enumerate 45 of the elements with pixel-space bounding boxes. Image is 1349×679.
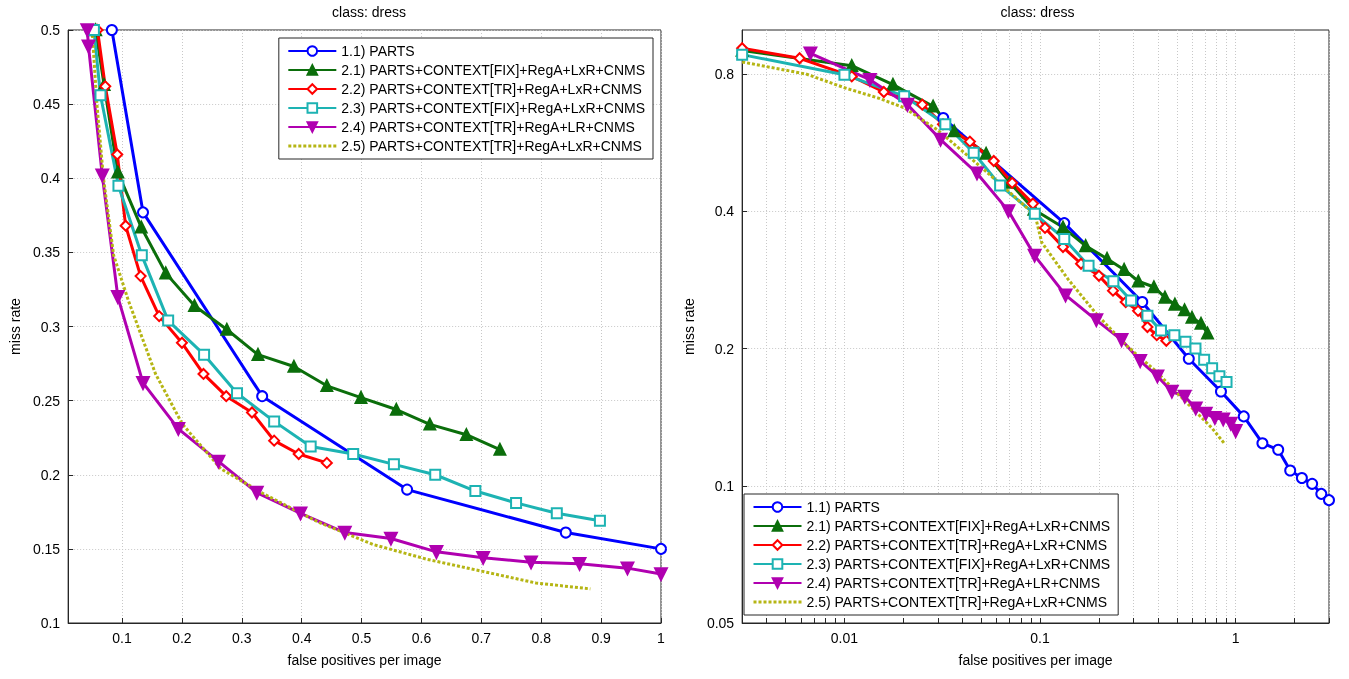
legend-label: 1.1) PARTS: [341, 43, 415, 59]
legend-label: 2.1) PARTS+CONTEXT[FIX]+RegA+LxR+CNMS: [806, 518, 1111, 534]
y-tick-label: 0.1: [40, 615, 61, 631]
x-tick-label: 0.3: [232, 630, 252, 646]
x-tick-label: 0.2: [172, 630, 192, 646]
y-tick-label: 0.2: [40, 466, 61, 483]
y-tick-label: 0.35: [32, 244, 61, 261]
x-tick-label: 1: [1231, 630, 1240, 646]
y-tick-label: 0.25: [32, 392, 61, 409]
y-axis-title: miss rate: [7, 297, 23, 355]
x-tick-label: 0.7: [471, 630, 492, 646]
y-tick-label: 0.15: [32, 540, 61, 557]
x-tick-label: 0.6: [411, 630, 432, 646]
y-tick-label: 0.4: [40, 170, 61, 187]
y-axis-title: miss rate: [681, 297, 697, 355]
x-axis-title: false positives per image: [958, 652, 1113, 668]
legend-label: 2.2) PARTS+CONTEXT[TR]+RegA+LxR+CNMS: [806, 537, 1108, 553]
legend-label: 2.4) PARTS+CONTEXT[TR]+RegA+LR+CNMS: [341, 119, 635, 135]
chart-title: class: dress: [1000, 4, 1075, 20]
legend-label: 2.1) PARTS+CONTEXT[FIX]+RegA+LxR+CNMS: [341, 62, 645, 78]
y-tick-label: 0.2: [714, 340, 735, 357]
x-tick-label: 0.1: [112, 630, 132, 646]
chart-title: class: dress: [332, 4, 406, 20]
x-tick-label: 0.4: [291, 630, 312, 646]
y-tick-label: 0.1: [714, 477, 735, 494]
legend-label: 2.3) PARTS+CONTEXT[FIX]+RegA+LxR+CNMS: [341, 100, 645, 116]
x-tick-label: 0.8: [531, 630, 552, 646]
legend-label: 2.5) PARTS+CONTEXT[TR]+RegA+LxR+CNMS: [341, 138, 642, 154]
y-tick-label: 0.8: [714, 66, 735, 83]
y-tick-label: 0.05: [706, 615, 735, 631]
legend-label: 2.2) PARTS+CONTEXT[TR]+RegA+LxR+CNMS: [341, 81, 642, 97]
x-tick-label: 0.01: [830, 630, 859, 646]
y-tick-label: 0.4: [714, 203, 735, 220]
y-tick-label: 0.5: [40, 22, 61, 38]
legend-label: 2.3) PARTS+CONTEXT[FIX]+RegA+LxR+CNMS: [806, 556, 1111, 572]
x-tick-label: 0.1: [1030, 630, 1050, 646]
legend-label: 1.1) PARTS: [806, 499, 880, 515]
x-tick-label: 0.9: [591, 630, 612, 646]
y-tick-label: 0.45: [32, 96, 61, 113]
legend-label: 2.4) PARTS+CONTEXT[TR]+RegA+LR+CNMS: [806, 575, 1101, 591]
x-tick-label: 1: [657, 630, 666, 646]
legend-label: 2.5) PARTS+CONTEXT[TR]+RegA+LxR+CNMS: [806, 594, 1108, 610]
x-axis-title: false positives per image: [287, 652, 442, 668]
y-tick-label: 0.3: [40, 318, 61, 335]
x-tick-label: 0.5: [351, 630, 372, 646]
